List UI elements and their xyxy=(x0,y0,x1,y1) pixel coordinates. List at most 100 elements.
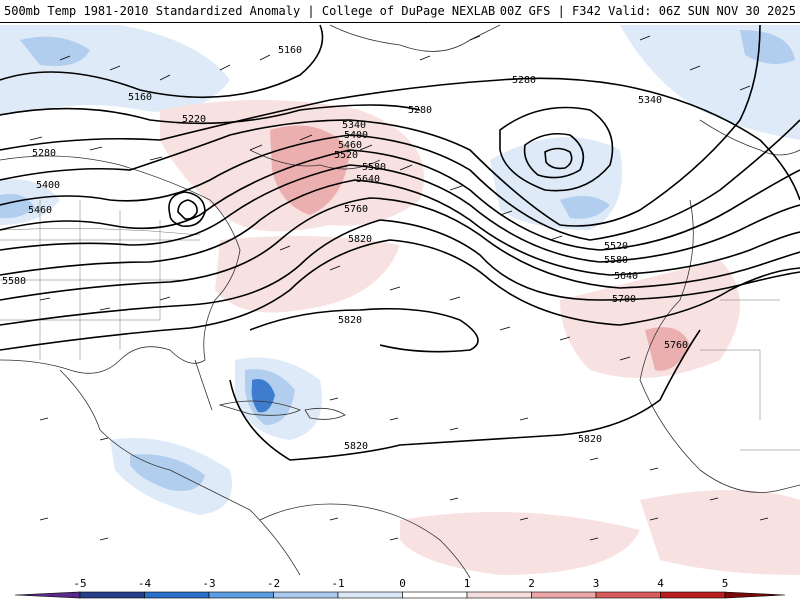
legend-swatch xyxy=(595,591,661,599)
label-5580-a: 5580 xyxy=(362,162,386,173)
contour-5820-main xyxy=(249,307,479,353)
anomaly-map[interactable]: 5160 5160 5220 5280 5280 5280 5340 5340 … xyxy=(0,23,800,578)
contour-labels: 5160 5160 5220 5280 5280 5280 5340 5340 … xyxy=(2,45,688,452)
label-5520-a: 5520 xyxy=(334,150,358,161)
contour-5520 xyxy=(0,164,800,263)
legend-tick: 5 xyxy=(722,578,729,590)
cold-anomaly-atlantic-low xyxy=(490,137,622,230)
legend-tick: 2 xyxy=(528,578,535,590)
canada-border xyxy=(0,228,201,236)
label-5760-b: 5760 xyxy=(664,340,688,351)
label-5340-b: 5340 xyxy=(638,95,662,106)
label-5520-b: 5520 xyxy=(604,241,628,252)
contour-5340 xyxy=(0,24,761,227)
warm-anomaly-southeast xyxy=(640,490,800,575)
label-5280-a: 5280 xyxy=(32,148,56,159)
label-5160-a: 5160 xyxy=(278,45,302,56)
legend-tick: 0 xyxy=(399,578,406,590)
contour-5160 xyxy=(0,24,324,99)
legend-tick: -4 xyxy=(138,578,152,590)
label-5820-a: 5820 xyxy=(348,234,372,245)
label-5580-b: 5580 xyxy=(604,255,628,266)
contour-5580 xyxy=(0,179,800,276)
legend-tick-labels: -5 -4 -3 -2 -1 0 1 2 3 4 5 xyxy=(73,577,729,590)
contour-5460 xyxy=(0,149,800,251)
contour-atlantic-low-core xyxy=(544,147,573,170)
cold-anomaly-nw-inner xyxy=(20,36,90,66)
south-america-coast xyxy=(259,503,471,578)
label-5820-b: 5820 xyxy=(338,315,362,326)
title-bar: 500mb Temp 1981-2010 Standardized Anomal… xyxy=(0,0,800,23)
coastlines xyxy=(0,24,800,578)
warm-anomaly-ne-core xyxy=(270,125,350,215)
color-legend: -5 -4 -3 -2 -1 0 1 2 3 4 5 xyxy=(0,577,800,600)
legend-swatch xyxy=(724,591,786,599)
contour-5400 xyxy=(0,119,800,241)
legend-tick: 4 xyxy=(657,578,664,590)
warm-anomaly-africa-core xyxy=(645,327,690,371)
legend-tick: -5 xyxy=(73,578,86,590)
legend-tick: -3 xyxy=(202,578,215,590)
warm-anomaly-south xyxy=(400,512,640,575)
africa-coast xyxy=(639,199,800,493)
label-5460-a: 5460 xyxy=(338,140,362,151)
cuba xyxy=(218,400,301,416)
contour-5700 xyxy=(0,219,800,326)
label-5400-b: 5400 xyxy=(36,180,60,191)
contour-low-nw xyxy=(168,191,206,228)
label-5280-b: 5280 xyxy=(408,105,432,116)
anomaly-shading xyxy=(0,25,800,575)
legend-swatch xyxy=(337,591,403,599)
cold-anomaly-caribbean-core xyxy=(251,379,275,413)
gulf-coast xyxy=(59,369,301,576)
us-state-grid xyxy=(0,200,200,360)
greenland-coast xyxy=(329,24,501,52)
map-title: 500mb Temp 1981-2010 Standardized Anomal… xyxy=(4,4,496,18)
contour-5820-south xyxy=(229,329,701,461)
contour-atlantic-low-inner xyxy=(523,132,585,179)
contour-5760 xyxy=(0,239,800,351)
legend-swatch xyxy=(660,591,726,599)
cold-anomaly-ne-inner xyxy=(740,30,795,64)
label-5340-a: 5340 xyxy=(342,120,366,131)
label-5760-a: 5760 xyxy=(344,204,368,215)
legend-tick: -2 xyxy=(267,578,280,590)
legend-swatch xyxy=(144,591,210,599)
legend-tick: -1 xyxy=(331,578,344,590)
label-5820-d: 5820 xyxy=(578,434,602,445)
contour-5280 xyxy=(0,77,800,201)
contour-5640 xyxy=(0,197,800,301)
hispaniola xyxy=(304,407,346,420)
legend-tick: 1 xyxy=(464,578,471,590)
legend-swatches xyxy=(14,591,786,599)
europe-coast xyxy=(699,119,800,156)
label-5640-b: 5640 xyxy=(614,271,638,282)
contour-atlantic-low-outer xyxy=(499,106,614,192)
map-panel[interactable]: 5160 5160 5220 5280 5280 5280 5340 5340 … xyxy=(0,23,800,578)
height-contours xyxy=(0,24,800,461)
legend-swatch xyxy=(79,591,145,599)
legend-swatch xyxy=(14,591,81,599)
barb-row-4 xyxy=(39,397,769,521)
contour-low-nw-inner xyxy=(177,199,198,220)
legend-swatch xyxy=(531,591,597,599)
legend-bar: -5 -4 -3 -2 -1 0 1 2 3 4 5 xyxy=(14,577,786,599)
legend-swatch xyxy=(466,591,532,599)
label-5820-c: 5820 xyxy=(344,441,368,452)
canada-coast xyxy=(249,149,381,170)
barb-row-2 xyxy=(29,134,563,241)
label-5400-a: 5400 xyxy=(344,130,368,141)
valid-time: 00Z GFS | F342 Valid: 06Z SUN NOV 30 202… xyxy=(499,4,796,18)
label-5460-b: 5460 xyxy=(28,205,52,216)
legend-swatch xyxy=(208,591,274,599)
legend-tick: 3 xyxy=(593,578,600,590)
florida xyxy=(194,359,213,411)
label-5280-c: 5280 xyxy=(512,75,536,86)
legend-swatch xyxy=(273,591,339,599)
north-america-coast xyxy=(0,155,241,374)
label-5700: 5700 xyxy=(612,294,636,305)
label-5580-c: 5580 xyxy=(2,276,26,287)
contour-5220 xyxy=(0,104,421,125)
label-5640-a: 5640 xyxy=(356,174,380,185)
barb-row-1 xyxy=(59,35,751,91)
